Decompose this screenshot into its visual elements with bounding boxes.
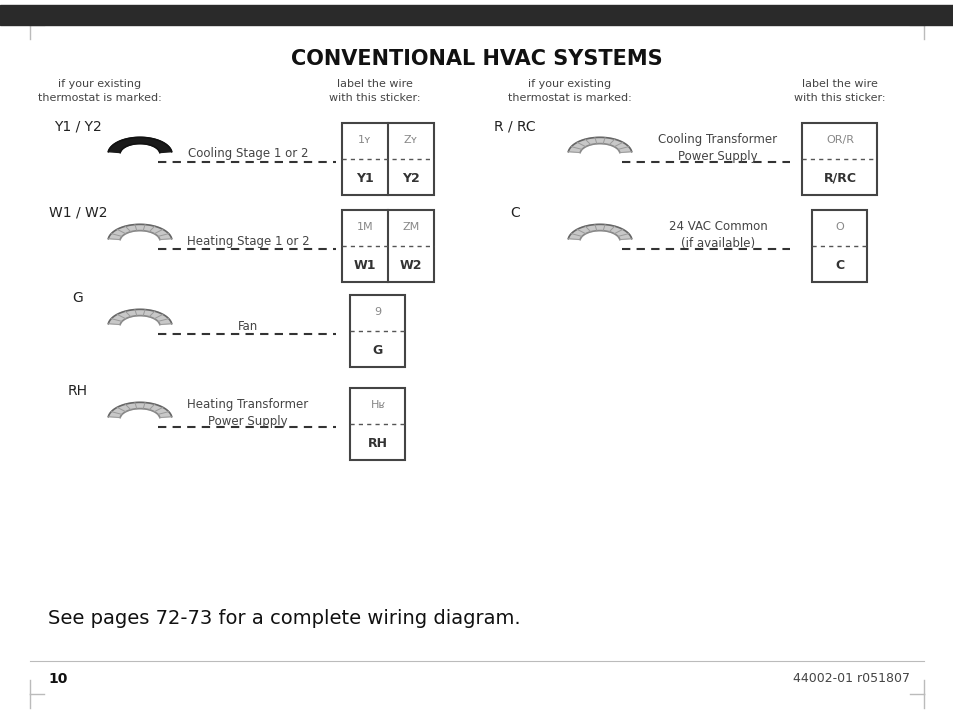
Text: if your existing
thermostat is marked:: if your existing thermostat is marked: <box>508 79 631 103</box>
Bar <box>812 210 866 282</box>
Text: 1ʏ: 1ʏ <box>357 134 372 145</box>
Text: ZM: ZM <box>402 221 419 232</box>
Text: 10: 10 <box>48 672 68 686</box>
Text: Heating Stage 1 or 2: Heating Stage 1 or 2 <box>187 234 309 247</box>
Text: if your existing
thermostat is marked:: if your existing thermostat is marked: <box>38 79 162 103</box>
Bar <box>0 5 953 25</box>
Text: See pages 72-73 for a complete wiring diagram.: See pages 72-73 for a complete wiring di… <box>48 610 520 628</box>
Text: Zʏ: Zʏ <box>403 134 417 145</box>
Text: O: O <box>835 221 843 232</box>
Text: RH: RH <box>368 437 388 450</box>
Polygon shape <box>109 224 172 239</box>
Polygon shape <box>109 137 172 152</box>
Bar <box>341 123 434 195</box>
Text: Y2: Y2 <box>402 172 419 185</box>
Text: W1 / W2: W1 / W2 <box>49 206 107 220</box>
Text: label the wire
with this sticker:: label the wire with this sticker: <box>329 79 420 103</box>
Text: 24 VAC Common
(if available): 24 VAC Common (if available) <box>668 220 766 250</box>
Text: Y1 / Y2: Y1 / Y2 <box>54 119 102 133</box>
Text: 9: 9 <box>374 306 381 316</box>
Text: W2: W2 <box>399 259 422 272</box>
Text: G: G <box>72 291 83 305</box>
Text: Cooling Transformer
Power Supply: Cooling Transformer Power Supply <box>658 133 777 163</box>
Text: R / RC: R / RC <box>494 119 536 133</box>
Text: RH: RH <box>68 384 88 398</box>
Text: 44002-01 r051807: 44002-01 r051807 <box>792 672 909 685</box>
Polygon shape <box>568 224 631 239</box>
Text: R/RC: R/RC <box>822 172 856 185</box>
Text: OR/R: OR/R <box>825 134 853 145</box>
Text: CONVENTIONAL HVAC SYSTEMS: CONVENTIONAL HVAC SYSTEMS <box>291 49 662 69</box>
Polygon shape <box>568 137 631 152</box>
Text: W1: W1 <box>354 259 375 272</box>
Bar <box>350 295 405 367</box>
Text: G: G <box>373 344 383 357</box>
Bar <box>350 388 405 460</box>
Text: Hʁ: Hʁ <box>370 400 385 410</box>
Polygon shape <box>109 309 172 324</box>
Bar <box>341 210 434 282</box>
Text: 1M: 1M <box>356 221 373 232</box>
Text: Y1: Y1 <box>355 172 374 185</box>
Text: Fan: Fan <box>237 319 258 332</box>
Bar <box>801 123 877 195</box>
Polygon shape <box>109 403 172 418</box>
Text: Heating Transformer
Power Supply: Heating Transformer Power Supply <box>187 398 309 428</box>
Text: label the wire
with this sticker:: label the wire with this sticker: <box>794 79 884 103</box>
Text: C: C <box>835 259 843 272</box>
Text: C: C <box>510 206 519 220</box>
Text: Cooling Stage 1 or 2: Cooling Stage 1 or 2 <box>188 147 308 160</box>
